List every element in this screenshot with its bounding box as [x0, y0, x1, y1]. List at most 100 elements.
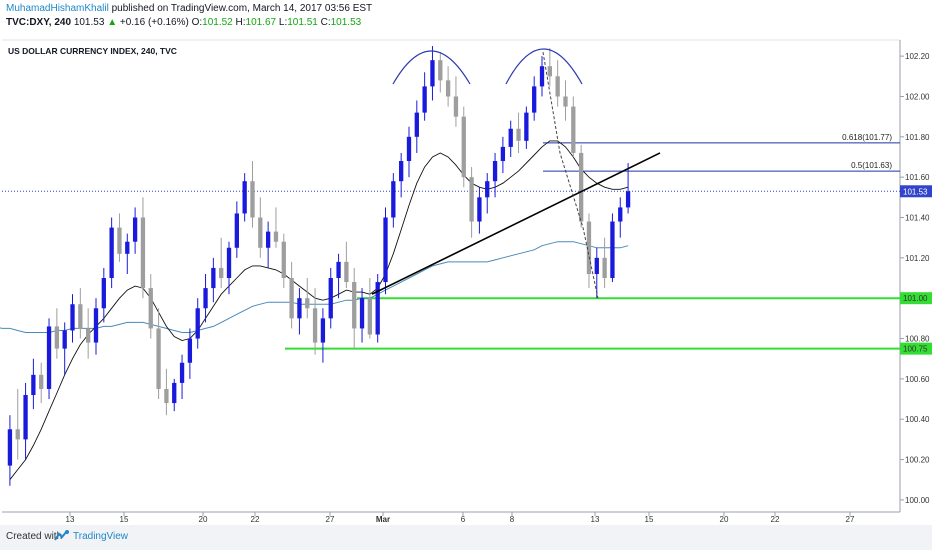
price-tick-label: 101.20	[905, 254, 930, 263]
time-tick-label: 27	[846, 515, 855, 524]
chart-title: US DOLLAR CURRENCY INDEX, 240, TVC	[8, 46, 177, 56]
candle-body	[578, 152, 584, 222]
time-tick-label: Mar	[376, 515, 390, 524]
candle-body	[610, 221, 615, 279]
candle-body	[422, 86, 427, 113]
candle-body	[297, 298, 302, 319]
candle-body	[78, 304, 83, 329]
time-tick-label: 15	[645, 515, 654, 524]
candle-body	[453, 96, 459, 117]
close-label: C:	[320, 17, 331, 28]
sma-long-line	[0, 241, 629, 333]
candle-body	[250, 181, 255, 218]
candle-body	[156, 328, 161, 389]
candle-body	[618, 207, 623, 222]
footer-bar: Created with TradingView	[0, 525, 932, 550]
author-link[interactable]: MuhamadHishamKhalil	[6, 3, 109, 14]
candle-body	[492, 161, 498, 182]
candle-body	[219, 267, 224, 279]
candle-body	[375, 282, 380, 335]
candle-body	[187, 338, 193, 363]
candle-body	[211, 267, 216, 289]
candle-body	[203, 288, 208, 309]
candle-body	[563, 96, 568, 107]
chart-svg[interactable]: US DOLLAR CURRENCY INDEX, 240, TVC 0.618…	[0, 0, 932, 525]
support-tag-label: 100.75	[903, 345, 928, 354]
candle-body	[586, 221, 592, 274]
candle-body	[70, 304, 75, 331]
candle-body	[399, 161, 404, 182]
candle-body	[328, 278, 333, 319]
candle-body	[391, 181, 396, 218]
published-text: published on TradingView.com, March 14, …	[111, 3, 373, 14]
candle-body	[62, 330, 67, 349]
tradingview-logo-icon[interactable]	[54, 529, 70, 543]
candle-body	[15, 429, 20, 440]
candle-body	[359, 298, 365, 329]
candle-body	[54, 326, 60, 349]
price-tick-label: 102.00	[905, 92, 930, 101]
price-tick-label: 100.60	[905, 375, 930, 384]
candle-body	[86, 328, 91, 343]
price-tick-label: 100.00	[905, 496, 930, 505]
candle-body	[469, 177, 474, 222]
candle-body	[117, 227, 122, 254]
projection-dashed-line	[542, 52, 599, 299]
time-tick-label: 15	[120, 515, 129, 524]
candle-body	[320, 318, 326, 343]
candle-body	[7, 429, 13, 466]
price-tick-label: 101.60	[905, 173, 930, 182]
time-tick-label: 22	[771, 515, 780, 524]
candle-body	[195, 308, 200, 339]
price-tick-label: 102.20	[905, 52, 930, 61]
drawings	[371, 48, 661, 299]
candle-body	[516, 128, 521, 141]
up-arrow-icon: ▲	[107, 17, 118, 28]
support-tag	[900, 292, 932, 305]
time-tick-label: 20	[199, 515, 208, 524]
price-tick-label: 100.40	[905, 415, 930, 424]
candle-body	[571, 106, 576, 153]
candles	[7, 46, 631, 486]
candle-body	[234, 213, 239, 248]
last-price-tag-label: 101.53	[903, 187, 928, 196]
price-tick-label: 101.80	[905, 133, 930, 142]
candle-body	[477, 197, 482, 222]
candle-body	[258, 217, 263, 248]
time-tick-label: 22	[251, 515, 260, 524]
close-value: 101.53	[330, 17, 362, 28]
trendline	[371, 152, 661, 295]
tradingview-brand[interactable]: TradingView	[73, 531, 129, 542]
level-lines: 0.618(101.77) 0.5(101.63)	[2, 133, 900, 350]
moving-averages	[0, 140, 629, 480]
time-axis[interactable]: 13 15 20 22 27 Mar 6 8 13 15 20 22 27	[66, 512, 855, 524]
candle-body	[383, 217, 388, 283]
candle-body	[367, 298, 373, 335]
candle-body	[101, 278, 106, 309]
candle-body	[125, 241, 130, 254]
high-label: H:	[235, 17, 246, 28]
fib-label: 0.5(101.63)	[851, 161, 892, 170]
price-tick-label: 101.40	[905, 214, 930, 223]
symbol-label: TVC:DXY, 240	[6, 17, 72, 28]
candle-body	[132, 217, 138, 242]
fib-label: 0.618(101.77)	[842, 133, 892, 142]
high-value: 101.67	[245, 17, 277, 28]
candle-body	[289, 278, 294, 319]
candle-body	[602, 257, 607, 279]
candle-body	[336, 261, 341, 279]
candle-body	[39, 374, 44, 389]
candle-body	[23, 395, 28, 440]
candle-body	[93, 308, 99, 343]
last-price-tag	[900, 185, 932, 198]
last-price: 101.53	[73, 17, 105, 28]
price-axis[interactable]: 102.20 102.00 101.80 101.60 101.40 101.20 101.…	[900, 52, 932, 505]
low-label: L:	[278, 17, 288, 28]
candle-body	[312, 308, 318, 343]
candle-body	[485, 181, 490, 198]
right-top-arc	[505, 48, 583, 85]
candle-body	[352, 282, 357, 329]
open-value: 101.52	[202, 17, 233, 28]
candle-body	[438, 60, 443, 81]
sma-short-line	[9, 140, 629, 480]
